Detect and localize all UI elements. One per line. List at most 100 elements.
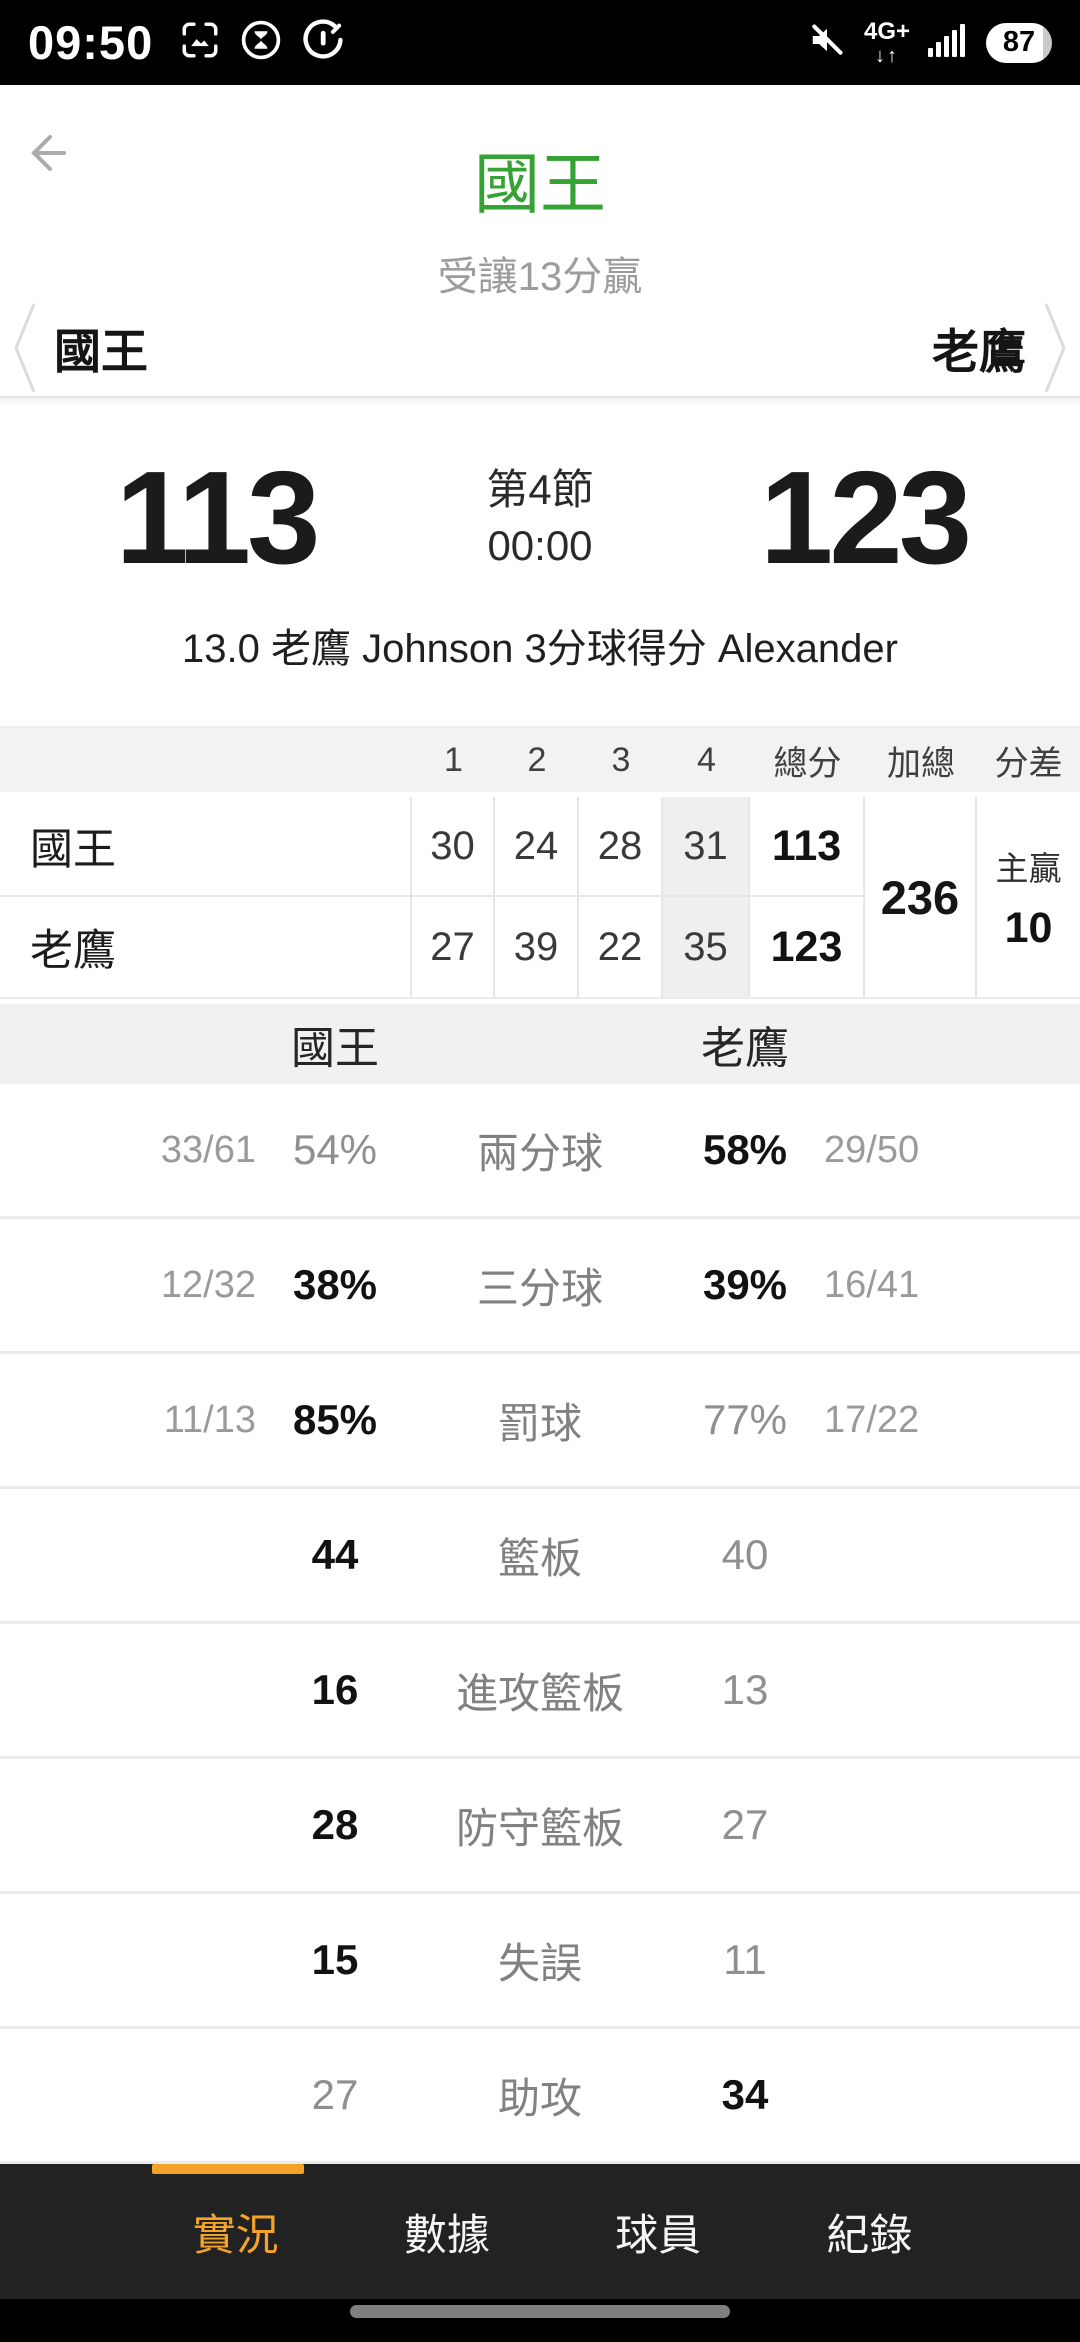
battery-indicator: 87 (986, 22, 1052, 63)
home-total: 113 (750, 797, 865, 897)
home-value: 28 (311, 1801, 359, 1848)
home-attempts: 11/13 (163, 1398, 256, 1441)
network-indicator: 4G+ ↓↑ (863, 17, 910, 67)
away-value: 77% (702, 1396, 788, 1443)
col-q2: 2 (527, 740, 547, 779)
away-value: 39% (702, 1261, 788, 1308)
signal-strength-icon (928, 21, 968, 64)
away-attempts: 17/22 (824, 1398, 920, 1441)
gesture-bar (0, 2299, 1080, 2342)
home-q3: 28 (579, 797, 663, 897)
col-spread: 分差 (994, 744, 1063, 783)
screenshot-icon (179, 19, 221, 66)
stat-row: 11/13 85% 罰球 77% 17/22 (0, 1354, 1080, 1489)
col-q1: 1 (444, 740, 463, 779)
stat-label: 三分球 (476, 1264, 603, 1312)
home-score: 113 (115, 444, 321, 591)
stat-label: 助攻 (497, 2074, 582, 2122)
stats-away-team: 老鷹 (701, 1024, 789, 1073)
stat-row: 33/61 54% 兩分球 58% 29/50 (0, 1084, 1080, 1219)
home-q1: 30 (412, 797, 495, 897)
timer-icon (239, 18, 283, 67)
away-value: 58% (702, 1126, 788, 1173)
away-value: 34 (721, 2071, 769, 2118)
row-away-team: 老鷹 (0, 897, 412, 997)
col-q3: 3 (611, 740, 631, 779)
clock-time: 09:50 (28, 16, 154, 69)
stat-row: 27 助攻 34 (0, 2029, 1080, 2164)
banner-away-team: 老鷹 (932, 325, 1026, 378)
tab-stats[interactable]: 數據 (403, 2211, 490, 2260)
clock-value: 00:00 (487, 522, 593, 569)
away-value: 11 (723, 1936, 767, 1983)
stat-label: 進攻籃板 (455, 1669, 624, 1717)
home-value: 85% (292, 1396, 378, 1443)
away-value: 27 (721, 1801, 769, 1848)
away-value: 13 (721, 1666, 769, 1713)
spread-cell: 主贏 10 (977, 797, 1080, 997)
home-attempts: 12/32 (160, 1263, 256, 1306)
home-value: 54% (292, 1126, 378, 1173)
col-total: 總分 (773, 744, 842, 783)
away-value: 40 (721, 1531, 769, 1578)
stat-label: 籃板 (497, 1534, 582, 1582)
team-banner[interactable]: 國王 老鷹 (0, 299, 1080, 398)
stat-label: 防守籃板 (455, 1804, 624, 1852)
away-q2: 39 (495, 897, 579, 997)
back-button[interactable] (20, 125, 76, 181)
handicap-subtitle: 受讓13分贏 (437, 255, 643, 299)
tab-players[interactable]: 球員 (615, 2211, 702, 2260)
chevron-right-icon (1038, 302, 1074, 399)
page-title: 國王 (474, 147, 606, 221)
tab-live[interactable]: 實況 (192, 2211, 279, 2260)
chevron-left-icon (6, 302, 42, 399)
stat-row: 44 籃板 40 (0, 1489, 1080, 1624)
app-header: 國王 受讓13分贏 (0, 85, 1080, 299)
home-value: 44 (311, 1531, 359, 1578)
row-home-team: 國王 (0, 797, 412, 897)
away-attempts: 29/50 (824, 1128, 920, 1171)
stat-row: 15 失誤 11 (0, 1894, 1080, 2029)
stats-rows: 33/61 54% 兩分球 58% 29/50 12/32 38% 三分球 39… (0, 1084, 1080, 2164)
home-value: 27 (311, 2071, 359, 2118)
bottom-tab-bar: 實況 數據 球員 紀錄 (0, 2164, 1080, 2299)
away-q3: 22 (579, 897, 663, 997)
scoreboard: 113 第4節 00:00 123 (0, 444, 1080, 591)
home-attempts: 33/61 (160, 1128, 256, 1171)
spread-label: 主贏 (995, 849, 1062, 887)
stats-header: 國王 老鷹 (0, 1004, 1080, 1084)
home-value: 38% (292, 1261, 378, 1308)
status-bar: 09:50 (0, 0, 1080, 85)
spread-value: 10 (1004, 903, 1053, 952)
away-total: 123 (750, 897, 865, 997)
banner-home-team: 國王 (54, 325, 148, 378)
col-q4: 4 (697, 740, 716, 779)
game-clock-block: 第4節 00:00 (432, 462, 648, 574)
stats-home-team: 國王 (291, 1024, 379, 1073)
stat-label: 罰球 (497, 1399, 582, 1447)
last-play-text: 13.0 老鷹 Johnson 3分球得分 Alexander (182, 627, 898, 671)
quarter-table-header: 1 2 3 4 總分 加總 分差 (0, 726, 1080, 792)
stat-label: 失誤 (497, 1939, 582, 1987)
volume-muted-icon (808, 21, 846, 64)
combined-total: 236 (865, 797, 977, 997)
stat-row: 12/32 38% 三分球 39% 16/41 (0, 1219, 1080, 1354)
col-sum: 加總 (887, 744, 955, 783)
stat-row: 28 防守籃板 27 (0, 1759, 1080, 1894)
active-tab-indicator (152, 2164, 304, 2174)
stat-row: 16 進攻籃板 13 (0, 1624, 1080, 1759)
home-value: 15 (311, 1936, 359, 1983)
period-label: 第4節 (486, 466, 594, 513)
gesture-handle[interactable] (350, 2305, 730, 2318)
home-q2: 24 (495, 797, 579, 897)
home-value: 16 (311, 1666, 359, 1713)
home-q4: 31 (663, 797, 750, 897)
quarter-score-table: 1 2 3 4 總分 加總 分差 國王 30 24 28 31 113 236 … (0, 726, 1080, 999)
stat-label: 兩分球 (476, 1129, 603, 1177)
away-score: 123 (759, 444, 972, 591)
away-attempts: 16/41 (824, 1263, 920, 1306)
tab-records[interactable]: 紀錄 (826, 2211, 913, 2260)
away-q1: 27 (412, 897, 495, 997)
data-saver-icon (301, 18, 345, 67)
quarter-table-body: 國王 30 24 28 31 113 236 主贏 10 老鷹 27 39 22… (0, 797, 1080, 999)
